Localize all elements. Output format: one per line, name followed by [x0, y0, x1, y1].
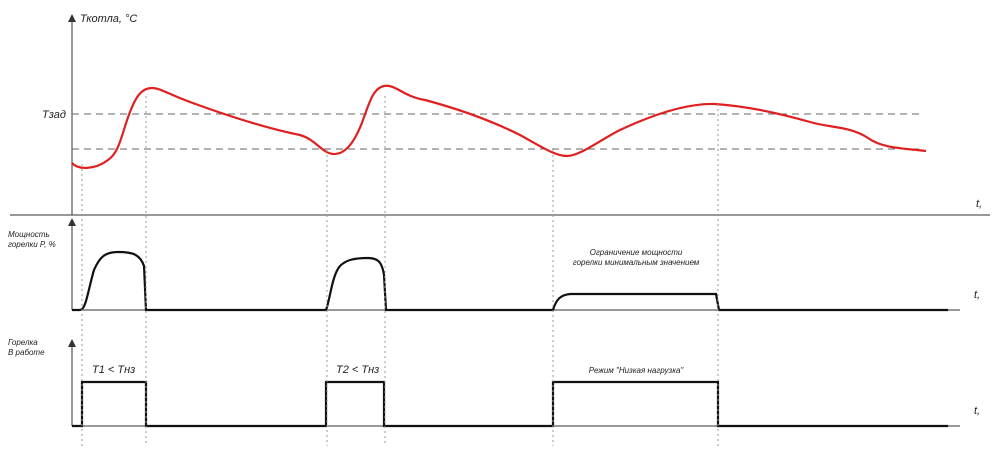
burner-axis-title-line1: Горелка [8, 338, 38, 347]
time-markers [81, 96, 719, 446]
burner-on-off-signal [72, 380, 948, 428]
low-load-mode-label: Режим "Низкая нагрузка" [589, 366, 685, 375]
interval-1-label: T1 < Tнз [92, 364, 135, 376]
time-label-top: t, [976, 198, 982, 210]
interval-2-label: T2 < Tнз [336, 364, 379, 376]
boiler-temperature-curve [71, 84, 927, 169]
burner-power-curve [72, 250, 948, 312]
temperature-axis-title: Ткотла, °C [80, 13, 137, 25]
power-limit-note-line2: горелки минимальным значением [573, 258, 700, 267]
power-limit-note-line1: Ограничение мощности [590, 248, 683, 257]
power-axis-title-line1: Мощность [8, 230, 50, 239]
burner-axis-title-line2: В работе [8, 348, 45, 357]
time-label-middle: t, [974, 289, 980, 301]
time-label-bottom: t, [974, 405, 980, 417]
set-temperature-label: Тзад [42, 109, 66, 121]
power-axis-title-line2: горелки P, % [8, 240, 56, 249]
